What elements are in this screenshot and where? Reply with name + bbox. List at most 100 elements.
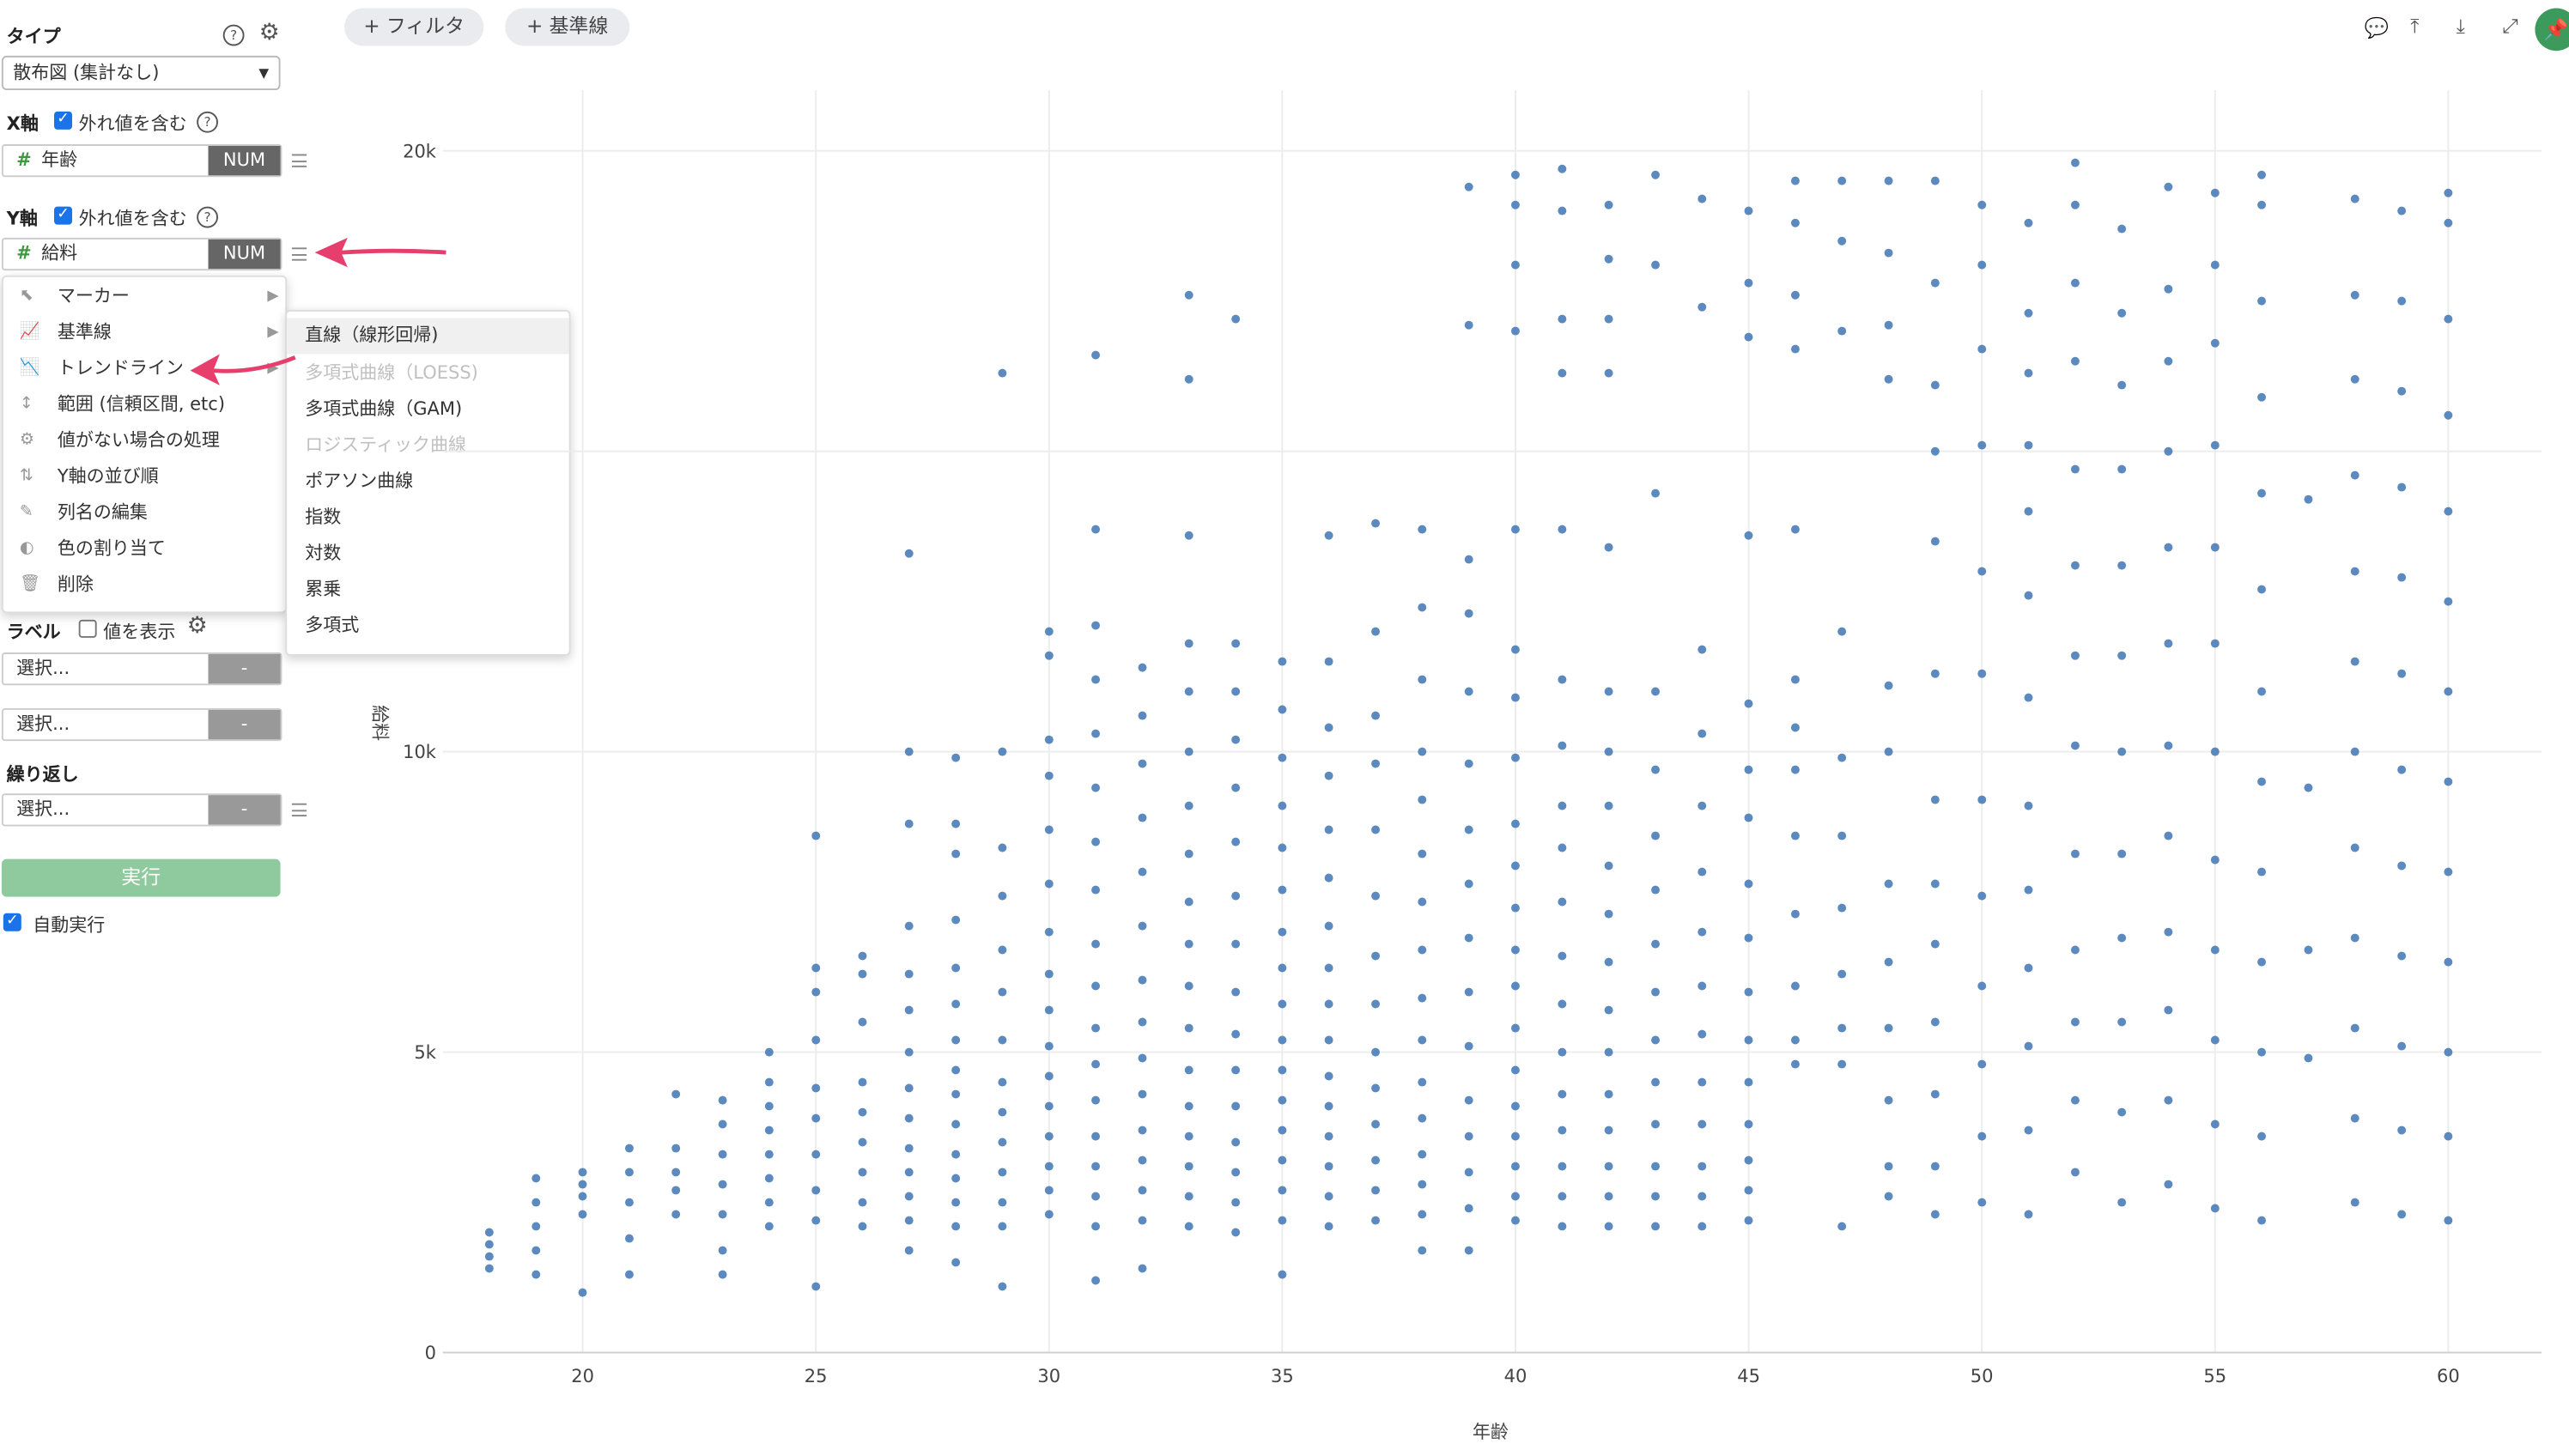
menu-item-color-assign[interactable]: ◐ 色の割り当て <box>3 531 285 567</box>
scatter-point[interactable] <box>1278 1095 1287 1105</box>
scatter-point[interactable] <box>904 747 914 756</box>
scatter-point[interactable] <box>1231 314 1241 324</box>
scatter-point[interactable] <box>1091 1131 1101 1141</box>
scatter-point[interactable] <box>2117 1017 2127 1027</box>
scatter-point[interactable] <box>1790 290 1800 300</box>
scatter-point[interactable] <box>1930 278 1940 288</box>
scatter-point[interactable] <box>1790 176 1800 185</box>
scatter-point[interactable] <box>1930 176 1940 185</box>
scatter-point[interactable] <box>1231 735 1241 744</box>
scatter-point[interactable] <box>1091 783 1101 792</box>
scatter-point[interactable] <box>1091 1162 1101 1171</box>
scatter-point[interactable] <box>2117 1107 2127 1117</box>
upload-icon[interactable]: ⤒ <box>2410 15 2420 38</box>
scatter-point[interactable] <box>1651 687 1660 696</box>
scatter-point[interactable] <box>2117 747 2127 756</box>
scatter-point[interactable] <box>1510 1162 1520 1171</box>
scatter-point[interactable] <box>2070 651 2080 660</box>
scatter-point[interactable] <box>764 1174 774 1183</box>
scatter-point[interactable] <box>1371 1156 1381 1165</box>
scatter-point[interactable] <box>951 1150 961 1159</box>
comment-icon[interactable]: 💬 <box>2364 16 2390 39</box>
scatter-point[interactable] <box>998 1282 1007 1291</box>
scatter-point[interactable] <box>1231 1138 1241 1147</box>
scatter-point[interactable] <box>1278 1035 1287 1045</box>
scatter-point[interactable] <box>2117 1198 2127 1207</box>
scatter-point[interactable] <box>1371 1047 1381 1057</box>
scatter-point[interactable] <box>1977 981 1987 991</box>
scatter-point[interactable] <box>1510 903 1520 913</box>
scatter-point[interactable] <box>1651 1192 1660 1201</box>
scatter-point[interactable] <box>1744 1035 1753 1045</box>
scatter-point[interactable] <box>718 1210 727 1219</box>
scatter-point[interactable] <box>2304 494 2313 504</box>
scatter-point[interactable] <box>2257 867 2267 877</box>
scatter-point[interactable] <box>1744 1077 1753 1087</box>
scatter-point[interactable] <box>1371 825 1381 834</box>
scatter-point[interactable] <box>578 1210 587 1219</box>
scatter-point[interactable] <box>531 1174 541 1183</box>
scatter-point[interactable] <box>951 1258 961 1267</box>
scatter-point[interactable] <box>951 1089 961 1099</box>
scatter-point[interactable] <box>2397 386 2407 396</box>
scatter-point[interactable] <box>904 1216 914 1225</box>
scatter-point[interactable] <box>2164 356 2173 366</box>
scatter-point[interactable] <box>1278 999 1287 1009</box>
scatter-point[interactable] <box>2350 1023 2359 1033</box>
scatter-point[interactable] <box>1464 182 1473 191</box>
scatter-point[interactable] <box>1091 1095 1101 1105</box>
scatter-point[interactable] <box>1231 891 1241 901</box>
scatter-point[interactable] <box>1977 891 1987 901</box>
scatter-point[interactable] <box>1697 867 1707 877</box>
scatter-point[interactable] <box>2164 1095 2173 1105</box>
scatter-point[interactable] <box>2304 1053 2313 1063</box>
scatter-point[interactable] <box>1510 693 1520 702</box>
scatter-point[interactable] <box>1930 1162 1940 1171</box>
scatter-point[interactable] <box>1184 849 1193 858</box>
scatter-point[interactable] <box>998 891 1007 901</box>
scatter-point[interactable] <box>1604 1125 1613 1135</box>
scatter-point[interactable] <box>1604 368 1613 378</box>
scatter-point[interactable] <box>1278 753 1287 762</box>
label-select-2[interactable]: 選択... - <box>1 707 282 742</box>
scatter-point[interactable] <box>2257 296 2267 306</box>
scatter-point[interactable] <box>1044 879 1054 889</box>
scatter-point[interactable] <box>1977 260 1987 270</box>
scatter-point[interactable] <box>1558 525 1567 534</box>
scatter-point[interactable] <box>2397 573 2407 582</box>
scatter-point[interactable] <box>1744 933 1753 943</box>
scatter-point[interactable] <box>998 1035 1007 1045</box>
scatter-point[interactable] <box>1558 951 1567 961</box>
scatter-point[interactable] <box>1930 380 1940 390</box>
scatter-point[interactable] <box>718 1095 727 1105</box>
scatter-point[interactable] <box>1558 1222 1567 1231</box>
scatter-point[interactable] <box>2210 1035 2220 1045</box>
scatter-point[interactable] <box>2444 1047 2453 1057</box>
scatter-point[interactable] <box>1091 729 1101 738</box>
scatter-point[interactable] <box>1278 927 1287 937</box>
scatter-point[interactable] <box>2210 440 2220 450</box>
scatter-point[interactable] <box>1651 488 1660 498</box>
scatter-point[interactable] <box>858 1198 867 1207</box>
scatter-point[interactable] <box>1837 1222 1847 1231</box>
scatter-point[interactable] <box>1044 969 1054 979</box>
scatter-point[interactable] <box>1510 981 1520 991</box>
scatter-point[interactable] <box>2024 218 2033 228</box>
scatter-point[interactable] <box>1884 1095 1893 1105</box>
scatter-point[interactable] <box>1930 669 1940 678</box>
scatter-point[interactable] <box>2024 591 2033 600</box>
scatter-point[interactable] <box>1091 350 1101 360</box>
scatter-point[interactable] <box>1604 543 1613 552</box>
gear-icon[interactable]: ⚙ <box>186 613 208 640</box>
scatter-point[interactable] <box>2444 188 2453 197</box>
menu-item-rename-column[interactable]: ✎ 列名の編集 <box>3 495 285 531</box>
scatter-point[interactable] <box>1930 939 1940 949</box>
scatter-point[interactable] <box>1558 741 1567 750</box>
scatter-point[interactable] <box>1184 897 1193 907</box>
scatter-point[interactable] <box>578 1192 587 1201</box>
scatter-point[interactable] <box>904 921 914 931</box>
scatter-point[interactable] <box>1604 1005 1613 1015</box>
scatter-point[interactable] <box>1324 963 1333 973</box>
scatter-point[interactable] <box>1884 681 1893 690</box>
scatter-point[interactable] <box>1278 843 1287 852</box>
